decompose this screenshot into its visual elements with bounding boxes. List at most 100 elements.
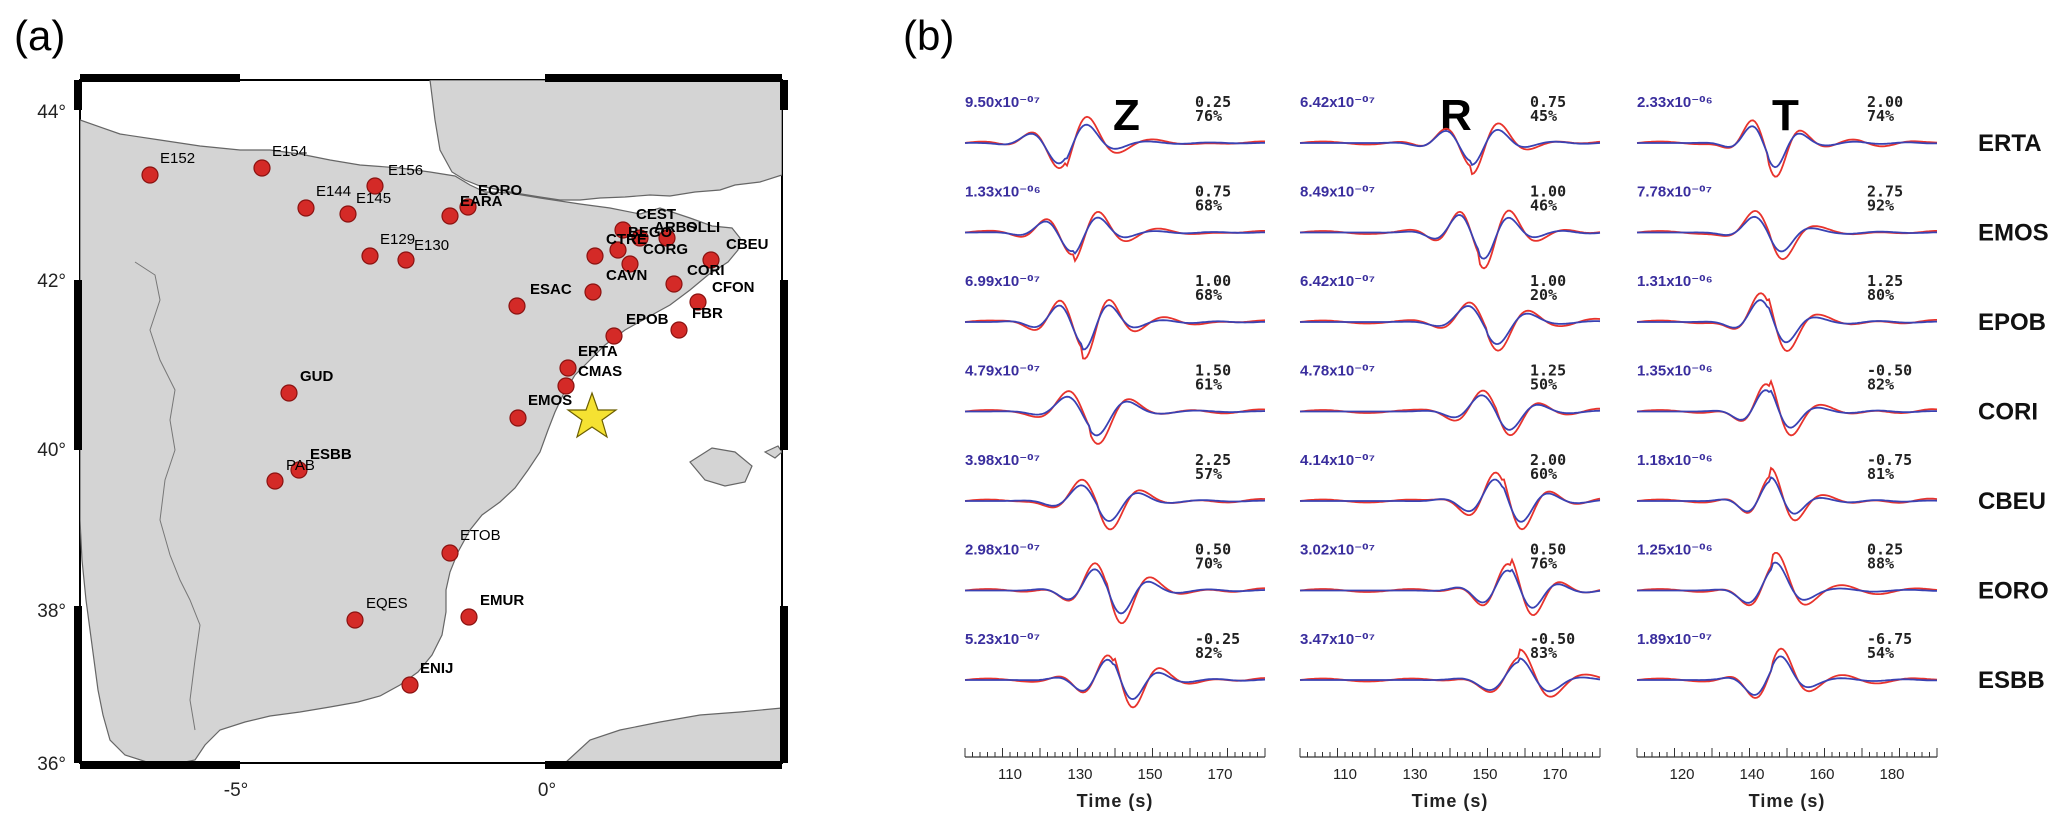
fit-percent-label: 46%	[1530, 197, 1557, 215]
synthetic-trace	[1300, 394, 1601, 431]
time-shift-label: -0.25	[1195, 630, 1240, 648]
time-shift-label: 0.75	[1195, 183, 1231, 201]
row-station-name: ESBB	[1978, 667, 2045, 694]
amplitude-label: 3.02x10⁻⁰⁷	[1300, 542, 1375, 559]
fit-percent-label: 76%	[1195, 107, 1222, 125]
time-shift-label: 0.50	[1195, 541, 1231, 559]
time-tick-label: 170	[1207, 766, 1232, 783]
time-axis-label: Time (s)	[1077, 791, 1154, 811]
station-dot	[609, 241, 627, 259]
fit-percent-label: 74%	[1867, 107, 1894, 125]
lat-tick-40: 40°	[37, 440, 66, 461]
station-dot	[670, 321, 688, 339]
panel-a-label: (a)	[14, 12, 66, 59]
station-dot	[559, 359, 577, 377]
station-dot	[366, 177, 384, 195]
synthetic-trace	[1637, 561, 1937, 604]
station-dot	[584, 283, 602, 301]
synthetic-trace	[1637, 389, 1937, 429]
time-shift-label: 1.25	[1530, 362, 1566, 380]
amplitude-label: 5.23x10⁻⁰⁷	[965, 631, 1040, 648]
label-eoro: EORO	[478, 182, 523, 199]
label-esac: ESAC	[530, 281, 572, 298]
synthetic-trace	[1637, 476, 1938, 515]
fit-percent-label: 83%	[1530, 644, 1557, 662]
time-shift-label: 2.00	[1530, 451, 1566, 469]
synthetic-trace	[1300, 305, 1601, 345]
label-olli: OLLI	[686, 219, 720, 236]
station-markers	[141, 159, 720, 694]
time-shift-label: 2.00	[1867, 93, 1903, 111]
lon-tick-0: 0°	[538, 780, 556, 801]
time-axis-label: Time (s)	[1412, 791, 1489, 811]
time-shift-label: -0.75	[1867, 451, 1912, 469]
amplitude-label: 1.35x10⁻⁰⁶	[1637, 363, 1713, 380]
fit-percent-label: 50%	[1530, 376, 1557, 394]
label-enij: ENIJ	[420, 660, 453, 677]
station-dot	[689, 293, 707, 311]
label-bego: BEGO	[628, 224, 673, 241]
component-r: R	[1440, 91, 1472, 140]
amplitude-label: 4.14x10⁻⁰⁷	[1300, 452, 1375, 469]
synthetic-trace	[1637, 215, 1938, 253]
epicenter-star	[566, 391, 618, 439]
time-shift-label: 1.00	[1195, 272, 1231, 290]
station-dot	[508, 297, 526, 315]
amplitude-label: 7.78x10⁻⁰⁷	[1637, 184, 1712, 201]
observed-trace	[1299, 122, 1601, 176]
fit-percent-label: 82%	[1867, 376, 1894, 394]
observed-trace	[1299, 301, 1601, 352]
amplitude-label: 1.18x10⁻⁰⁶	[1637, 452, 1713, 469]
amplitude-label: 9.50x10⁻⁰⁷	[965, 94, 1040, 111]
component-t: T	[1772, 91, 1799, 140]
synthetic-trace	[1637, 655, 1937, 696]
label-e129: E129	[380, 231, 415, 248]
station-dot	[441, 544, 459, 562]
station-dot	[339, 205, 357, 223]
synthetic-trace	[965, 395, 1265, 437]
observed-trace	[1299, 209, 1601, 270]
label-e156: E156	[388, 162, 423, 179]
fit-percent-label: 54%	[1867, 644, 1894, 662]
synthetic-trace	[1300, 657, 1601, 693]
amplitude-label: 6.42x10⁻⁰⁷	[1300, 273, 1375, 290]
time-shift-label: 2.75	[1867, 183, 1903, 201]
label-gud: GUD	[300, 368, 334, 385]
label-cavn: CAVN	[606, 267, 647, 284]
time-tick-label: 160	[1809, 766, 1834, 783]
time-shift-label: 2.25	[1195, 451, 1231, 469]
station-dot	[266, 472, 284, 490]
observed-trace	[1636, 209, 1937, 261]
station-dot	[509, 409, 527, 427]
label-epob: EPOB	[626, 311, 669, 328]
observed-trace	[964, 478, 1265, 531]
time-tick-label: 110	[998, 766, 1022, 783]
fit-percent-label: 92%	[1867, 197, 1894, 215]
lat-tick-38: 38°	[37, 601, 66, 622]
label-etob: ETOB	[460, 527, 501, 544]
station-dot	[346, 611, 364, 629]
map-frame	[74, 74, 788, 769]
time-shift-label: 0.25	[1195, 93, 1231, 111]
label-cbeu: CBEU	[726, 236, 769, 253]
fit-percent-label: 68%	[1195, 286, 1222, 304]
time-shift-label: 0.25	[1867, 541, 1903, 559]
fit-percent-label: 68%	[1195, 197, 1222, 215]
amplitude-label: 1.31x10⁻⁰⁶	[1637, 273, 1713, 290]
time-tick-label: 170	[1542, 766, 1567, 783]
component-z: Z	[1113, 91, 1140, 140]
row-station-name: EORO	[1978, 578, 2049, 605]
station-dot	[460, 608, 478, 626]
station-dot	[631, 229, 649, 247]
station-dot	[290, 461, 308, 479]
synthetic-trace	[1300, 128, 1601, 167]
time-tick-label: 120	[1669, 766, 1694, 783]
station-dot	[459, 198, 477, 216]
amplitude-label: 3.47x10⁻⁰⁷	[1300, 631, 1375, 648]
row-station-name: EMOS	[1978, 220, 2049, 247]
lat-tick-42: 42°	[37, 271, 66, 292]
label-e152: E152	[160, 150, 195, 167]
observed-trace	[964, 654, 1266, 709]
amplitude-label: 2.33x10⁻⁰⁶	[1637, 94, 1713, 111]
observed-trace	[964, 210, 1265, 263]
